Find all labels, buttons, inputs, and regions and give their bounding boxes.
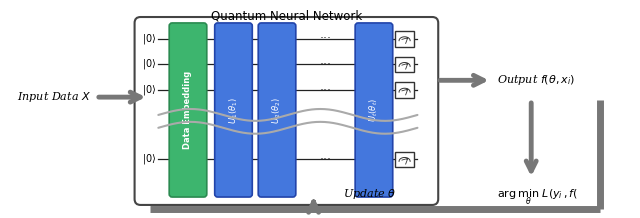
Text: $U_1(\theta_1)$: $U_1(\theta_1)$ (227, 97, 240, 124)
FancyBboxPatch shape (214, 23, 252, 197)
Text: $U_2(\theta_2)$: $U_2(\theta_2)$ (271, 97, 284, 124)
Text: $\arg\min_{\theta}\ L(y_i, f($: $\arg\min_{\theta}\ L(y_i, f($ (497, 187, 578, 207)
Text: Input Data $X$: Input Data $X$ (17, 90, 91, 104)
Text: ···: ··· (319, 32, 332, 45)
Text: Output $f(\theta, x_i)$: Output $f(\theta, x_i)$ (497, 73, 575, 87)
Bar (395, 152, 415, 167)
Text: $|0\rangle$: $|0\rangle$ (142, 58, 156, 72)
Text: $U_t(\theta_t)$: $U_t(\theta_t)$ (368, 98, 380, 122)
FancyBboxPatch shape (355, 23, 393, 197)
Text: ···: ··· (319, 58, 332, 71)
FancyBboxPatch shape (134, 17, 438, 205)
Text: Quantum Neural Network: Quantum Neural Network (211, 9, 362, 22)
Text: Update $\theta$: Update $\theta$ (343, 187, 397, 201)
Bar (395, 31, 415, 47)
FancyBboxPatch shape (258, 23, 296, 197)
Text: ···: ··· (319, 153, 332, 166)
Text: $|0\rangle$: $|0\rangle$ (142, 152, 156, 166)
Text: $|0\rangle$: $|0\rangle$ (142, 32, 156, 46)
FancyBboxPatch shape (169, 23, 207, 197)
Text: Data Embedding: Data Embedding (184, 71, 193, 149)
Text: $|0\rangle$: $|0\rangle$ (142, 83, 156, 97)
Bar (395, 82, 415, 98)
Bar (395, 57, 415, 72)
Text: ···: ··· (319, 84, 332, 97)
